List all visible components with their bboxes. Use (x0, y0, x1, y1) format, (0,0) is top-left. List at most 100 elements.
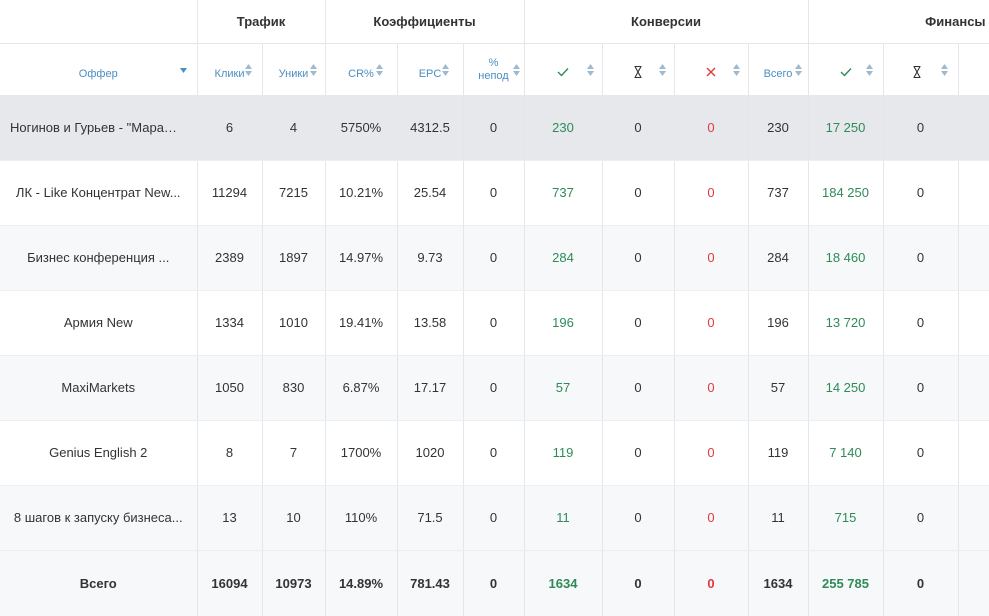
offer-cell[interactable]: Genius English 2 (0, 420, 198, 486)
fin-extra-cell (958, 550, 989, 616)
unconfirmed-pct-cell: 0 (463, 420, 525, 486)
conv-rejected-cell: 0 (674, 420, 749, 486)
sort-icon[interactable] (794, 63, 802, 76)
conv-rejected-cell: 0 (674, 225, 749, 291)
fin-approved-cell: 7 140 (808, 420, 884, 486)
conv-rejected-column-header[interactable] (674, 43, 749, 95)
cr-column-label: CR% (348, 67, 374, 80)
conv-rejected-cell: 0 (674, 160, 749, 226)
sort-icon[interactable] (375, 63, 383, 76)
sort-icon[interactable] (512, 63, 520, 76)
sort-icon[interactable] (441, 63, 449, 76)
clicks-column-header[interactable]: Клики (197, 43, 263, 95)
uniques-cell: 4 (262, 95, 326, 161)
conv-total-cell: 230 (748, 95, 809, 161)
epc-column-label: EPC (418, 67, 442, 80)
fin-approved-cell: 255 785 (808, 550, 884, 616)
offer-column-label: Оффер (78, 67, 118, 80)
unconfirmed-pct-cell: 0 (463, 550, 525, 616)
table-row[interactable]: Армия New 1334 1010 19.41% 13.58 0 196 0 0 196 13 … (0, 290, 989, 356)
conv-approved-cell: 284 (524, 225, 603, 291)
sort-icon[interactable] (658, 63, 666, 76)
conv-pending-column-header[interactable] (602, 43, 675, 95)
sort-desc-icon[interactable] (179, 67, 187, 80)
uniques-cell: 1897 (262, 225, 326, 291)
conv-total-column-header[interactable]: Всего (748, 43, 809, 95)
fin-approved-column-header[interactable] (808, 43, 884, 95)
conv-rejected-cell: 0 (674, 550, 749, 616)
clicks-column-label: Клики (214, 67, 245, 80)
table-row[interactable]: 8 шагов к запуску бизнеса... 13 10 110% 71.5… (0, 485, 989, 551)
offer-cell[interactable]: MaxiMarkets (0, 355, 198, 421)
conv-approved-column-header[interactable] (524, 43, 603, 95)
conv-total-cell: 57 (748, 355, 809, 421)
epc-cell: 781.43 (397, 550, 464, 616)
sort-icon[interactable] (586, 63, 594, 76)
fin-pending-cell: 0 (883, 355, 959, 421)
fin-extra-cell (958, 485, 989, 551)
offer-cell[interactable]: Ногинов и Гурьев - "Марафон (0, 95, 198, 161)
sort-icon[interactable] (309, 63, 317, 76)
clicks-cell: 6 (197, 95, 263, 161)
epc-cell: 9.73 (397, 225, 464, 291)
fin-pending-cell: 0 (883, 485, 959, 551)
conv-pending-cell: 0 (602, 160, 675, 226)
fin-pending-cell: 0 (883, 550, 959, 616)
totals-row[interactable]: Всего 16094 10973 14.89% 781.43 0 1634 0 0 1634 25… (0, 550, 989, 616)
table-row[interactable]: Ногинов и Гурьев - "Марафон 6 4 5750% 4312.5… (0, 95, 989, 161)
uniques-cell: 1010 (262, 290, 326, 356)
cr-column-header[interactable]: CR% (325, 43, 398, 95)
conv-pending-cell: 0 (602, 355, 675, 421)
finance-group-header: Финансы (808, 0, 989, 44)
offer-cell[interactable]: Всего (0, 550, 198, 616)
epc-cell: 4312.5 (397, 95, 464, 161)
conv-approved-cell: 11 (524, 485, 603, 551)
conv-approved-cell: 119 (524, 420, 603, 486)
table-body: Ногинов и Гурьев - "Марафон 6 4 5750% 4312.5… (0, 95, 989, 616)
fin-approved-cell: 17 250 (808, 95, 884, 161)
uniques-cell: 830 (262, 355, 326, 421)
uniques-column-header[interactable]: Уники (262, 43, 326, 95)
sort-icon[interactable] (732, 63, 740, 76)
traffic-group-header: Трафик (197, 0, 326, 44)
uniques-cell: 10 (262, 485, 326, 551)
fin-extra-cell (958, 355, 989, 421)
table-row[interactable]: Genius English 2 8 7 1700% 1020 0 119 0 0 119 7 14… (0, 420, 989, 486)
conv-approved-cell: 57 (524, 355, 603, 421)
offer-group-header (0, 0, 198, 44)
unconfirmed-pct-cell: 0 (463, 95, 525, 161)
table-row[interactable]: ЛК - Like Концентрат New... 11294 7215 10.2… (0, 160, 989, 226)
check-icon (840, 67, 852, 80)
conv-total-cell: 284 (748, 225, 809, 291)
unconfirmed-pct-cell: 0 (463, 160, 525, 226)
uniques-cell: 7215 (262, 160, 326, 226)
conv-pending-cell: 0 (602, 95, 675, 161)
table-row[interactable]: MaxiMarkets 1050 830 6.87% 17.17 0 57 0 0 57 14 25… (0, 355, 989, 421)
sort-icon[interactable] (865, 63, 873, 76)
table-row[interactable]: Бизнес конференция ... 2389 1897 14.97% 9.73… (0, 225, 989, 291)
unconfirmed-pct-column-header[interactable]: % непод (463, 43, 525, 95)
sort-icon[interactable] (244, 63, 252, 76)
fin-approved-cell: 14 250 (808, 355, 884, 421)
offer-column-header[interactable]: Оффер (0, 43, 198, 95)
clicks-cell: 13 (197, 485, 263, 551)
conv-pending-cell: 0 (602, 550, 675, 616)
hourglass-icon (913, 65, 921, 81)
offer-cell[interactable]: Армия New (0, 290, 198, 356)
epc-column-header[interactable]: EPC (397, 43, 464, 95)
conv-rejected-cell: 0 (674, 290, 749, 356)
conv-approved-cell: 1634 (524, 550, 603, 616)
clicks-cell: 1050 (197, 355, 263, 421)
offer-cell[interactable]: Бизнес конференция ... (0, 225, 198, 291)
fin-pending-column-header[interactable] (883, 43, 959, 95)
fin-extra-cell (958, 160, 989, 226)
unconfirmed-pct-cell: 0 (463, 355, 525, 421)
offer-cell[interactable]: 8 шагов к запуску бизнеса... (0, 485, 198, 551)
conv-rejected-cell: 0 (674, 355, 749, 421)
offer-cell[interactable]: ЛК - Like Концентрат New... (0, 160, 198, 226)
sort-icon[interactable] (940, 63, 948, 76)
clicks-cell: 11294 (197, 160, 263, 226)
clicks-cell: 8 (197, 420, 263, 486)
conv-total-cell: 196 (748, 290, 809, 356)
